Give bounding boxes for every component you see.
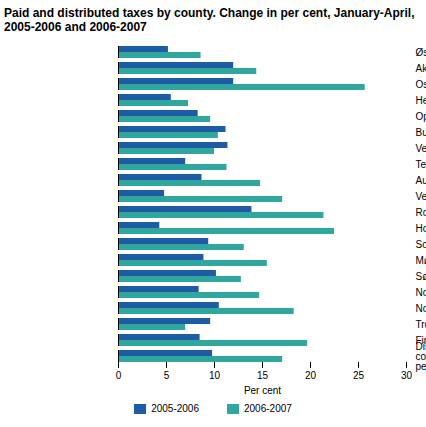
- svg-text:Hordaland: Hordaland: [416, 223, 426, 234]
- html-text:2006-2007: 2006-2007: [244, 403, 292, 414]
- svg-text:Buskerud: Buskerud: [416, 127, 426, 138]
- svg-text:Vest-Agder: Vest-Agder: [416, 191, 426, 202]
- svg-text:Nordland: Nordland: [416, 303, 426, 314]
- html-text:2005-2006: 2005-2006: [151, 403, 199, 414]
- svg-text:Vestfold: Vestfold: [416, 143, 426, 154]
- svg-text:Rogaland: Rogaland: [416, 207, 426, 218]
- svg-text:Sogn og Fjordane: Sogn og Fjordane: [416, 239, 426, 250]
- svg-text:0: 0: [116, 370, 122, 381]
- svg-text:Distributed taxes bycounty, to: Distributed taxes bycounty, total, exclu…: [416, 341, 426, 372]
- svg-text:Troms Romsa: Troms Romsa: [416, 319, 426, 330]
- svg-text:15: 15: [257, 370, 269, 381]
- html-text:Paid and distributed taxes by: Paid and distributed taxes by county. Ch…: [4, 6, 415, 34]
- svg-text:Akershus: Akershus: [416, 63, 426, 74]
- svg-text:Telemark: Telemark: [416, 159, 426, 170]
- svg-text:5: 5: [164, 370, 170, 381]
- svg-text:Oppland: Oppland: [416, 111, 426, 122]
- svg-text:Hedmark: Hedmark: [416, 95, 426, 106]
- svg-text:Møre og Romsdal: Møre og Romsdal: [416, 255, 426, 266]
- svg-text:Sør-Trøndelag: Sør-Trøndelag: [416, 271, 426, 282]
- svg-text:10: 10: [209, 370, 221, 381]
- svg-text:25: 25: [353, 370, 365, 381]
- svg-text:Nord-Trøndelag: Nord-Trøndelag: [416, 287, 426, 298]
- svg-text:Per cent: Per cent: [244, 385, 281, 396]
- svg-text:Aust-Agder: Aust-Agder: [416, 175, 426, 186]
- svg-text:Østfold: Østfold: [416, 47, 426, 58]
- svg-text:20: 20: [305, 370, 317, 381]
- svg-text:30: 30: [401, 370, 413, 381]
- svg-text:Oslo: Oslo: [416, 79, 426, 90]
